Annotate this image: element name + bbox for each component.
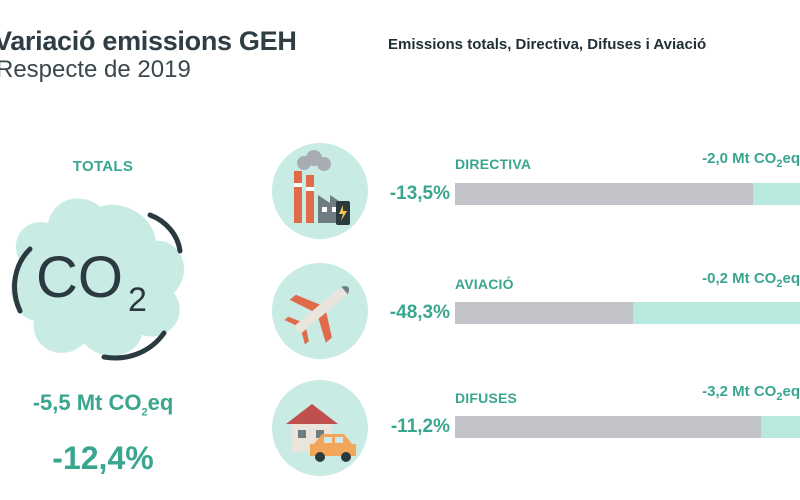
totals-percentage: -12,4%	[52, 440, 154, 476]
aviacio-bar-track	[455, 302, 800, 324]
directiva-mt-label: -2,0 Mt CO2eq	[702, 150, 800, 170]
airplane-icon	[272, 263, 368, 359]
svg-text:CO: CO	[36, 245, 123, 310]
directiva-bar-track	[455, 183, 800, 205]
difuses-bar	[455, 416, 762, 438]
directiva-bar	[455, 183, 754, 205]
totals-label: TOTALS	[72, 158, 134, 175]
chart-title: Emissions totals, Directiva, Difuses i A…	[388, 36, 707, 53]
aviacio-percentage: -48,3%	[389, 302, 450, 323]
directiva-percentage: -13,5%	[389, 183, 450, 204]
difuses-mt-label: -3,2 Mt CO2eq	[702, 383, 800, 403]
page-subtitle: Respecte de 2019	[0, 56, 191, 83]
aviacio-mt-label: -0,2 Mt CO2eq	[702, 270, 800, 290]
page-title: Variació emissions GEH	[0, 26, 297, 56]
directiva-label: DIRECTIVA	[455, 156, 532, 172]
aviacio-bar	[455, 302, 634, 324]
co2-cloud-icon: CO 2	[10, 198, 185, 361]
difuses-bar-track	[455, 416, 800, 438]
svg-text:2: 2	[128, 281, 147, 319]
house-car-icon	[272, 380, 368, 476]
aviacio-label: AVIACIÓ	[455, 276, 514, 292]
difuses-percentage: -11,2%	[390, 416, 450, 437]
factory-icon	[272, 143, 368, 239]
difuses-label: DIFUSES	[455, 390, 518, 406]
totals-value: -5,5 Mt CO2eq	[32, 390, 174, 419]
